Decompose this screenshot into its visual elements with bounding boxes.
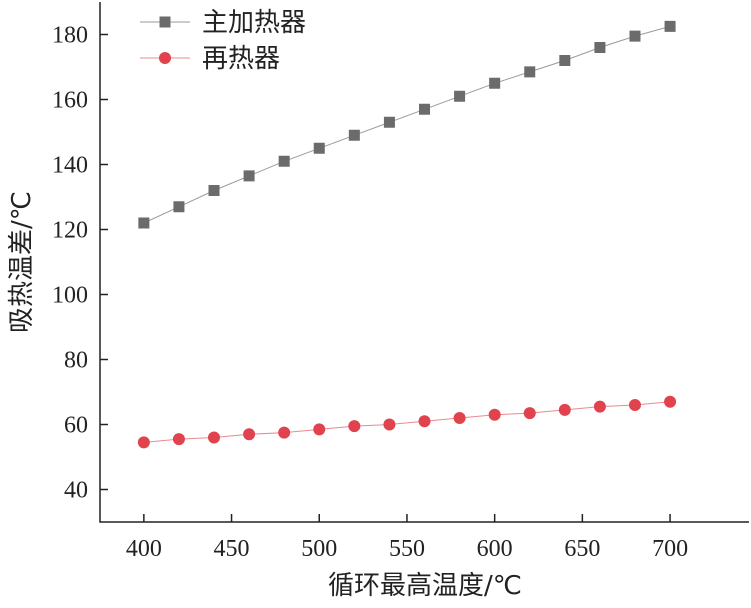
data-point-square [524, 66, 536, 78]
data-point-circle [243, 428, 256, 441]
x-tick-label: 650 [564, 536, 600, 562]
data-point-square [454, 90, 466, 102]
data-point-square [489, 77, 501, 89]
data-point-square [559, 55, 571, 66]
data-point-square [419, 103, 430, 115]
x-tick-label: 600 [477, 536, 513, 562]
axes [99, 2, 749, 523]
y-tick-label: 40 [64, 478, 88, 504]
data-point-circle [278, 426, 291, 439]
legend-label: 主加热器 [202, 8, 306, 38]
data-point-circle [523, 407, 536, 420]
data-point-circle [313, 423, 326, 436]
data-point-circle [137, 436, 150, 449]
series-line [143, 401, 671, 443]
x-tick-label: 400 [126, 536, 162, 562]
series-line [143, 25, 671, 224]
data-point-circle [664, 395, 677, 408]
data-point-square [138, 217, 150, 229]
x-axis-title: 循环最高温度/℃ [328, 571, 522, 601]
legend-marker-circle [159, 52, 171, 64]
y-axis-title: 吸热温差/℃ [7, 191, 37, 333]
data-point-circle [488, 408, 501, 421]
data-point-square [173, 201, 185, 213]
data-point-square [313, 142, 325, 154]
data-point-circle [418, 415, 431, 428]
y-tick-label: 100 [52, 283, 88, 309]
ticks: 400 450 500 550 600 650 700 40 60 80 100 120 140 160 1… [52, 23, 688, 563]
data-point-circle [453, 412, 466, 424]
legend-label: 再热器 [202, 44, 280, 74]
data-point-square [278, 155, 290, 167]
data-point-circle [208, 431, 221, 444]
y-tick-label: 60 [64, 413, 88, 439]
data-point-square [348, 129, 360, 141]
data-point-circle [348, 420, 361, 433]
legend-marker-square [159, 16, 171, 28]
plot-lines [143, 25, 671, 443]
plot-markers [137, 20, 677, 449]
data-point-circle [558, 403, 571, 416]
data-point-square [383, 116, 395, 128]
data-point-square [208, 185, 220, 196]
y-tick-label: 180 [52, 23, 88, 49]
data-point-circle [628, 399, 641, 411]
data-point-square [594, 42, 606, 53]
y-tick-label: 80 [64, 348, 88, 374]
x-tick-label: 450 [214, 536, 250, 562]
data-point-circle [172, 433, 185, 446]
data-point-square [629, 30, 641, 42]
data-point-circle [593, 400, 606, 413]
data-point-circle [383, 418, 396, 431]
data-point-square [664, 20, 676, 32]
y-tick-label: 140 [52, 153, 88, 179]
axis-frame [99, 2, 749, 523]
x-tick-label: 550 [389, 536, 425, 562]
x-tick-label: 700 [652, 536, 688, 562]
y-tick-label: 160 [52, 88, 88, 114]
y-tick-label: 120 [52, 218, 88, 244]
x-tick-label: 500 [301, 536, 337, 562]
data-point-square [243, 170, 255, 182]
